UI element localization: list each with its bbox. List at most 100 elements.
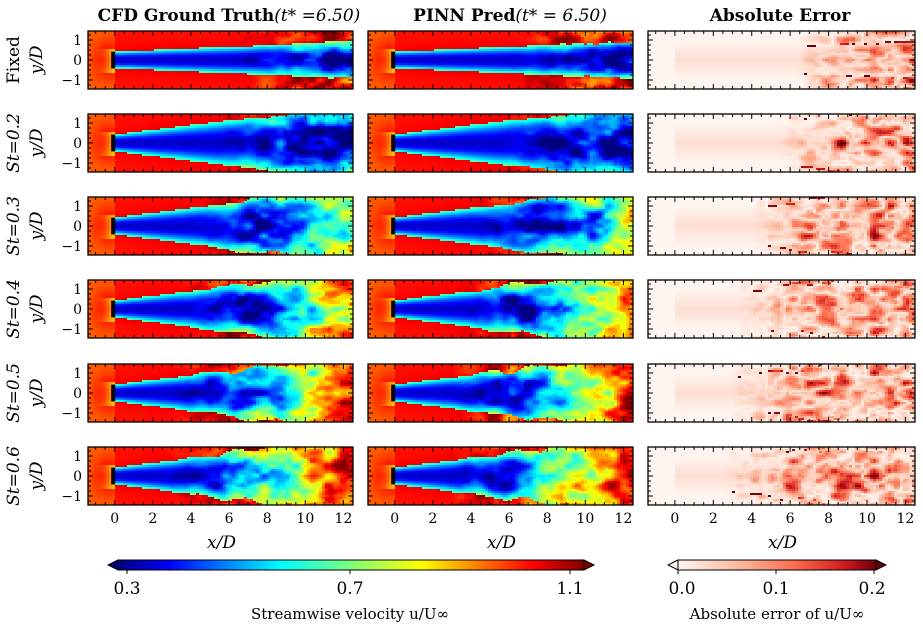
field-image	[88, 364, 353, 422]
flow-panel	[367, 113, 634, 173]
x-axis-label: x/D	[207, 533, 236, 553]
field-image	[88, 114, 353, 172]
x-tick-label: 2	[428, 511, 437, 527]
y-tick-label: 1	[73, 199, 82, 215]
y-axis-label: y/D	[27, 45, 47, 75]
field-image	[648, 447, 915, 505]
x-tick-label: 8	[543, 511, 552, 527]
y-tick-label: −1	[61, 73, 82, 89]
x-axes: 0 2 4 6 8 10 12 x/D 0 2 4 6 8 10 12 x/D 0 2 4 6 8 10 12 x/D	[110, 511, 914, 553]
flow-panel	[367, 196, 634, 256]
flow-panel	[367, 363, 634, 423]
field-image	[648, 197, 915, 255]
field-image	[368, 197, 633, 255]
row-label: St=0.4	[4, 279, 24, 339]
x-tick-label: 0	[390, 511, 399, 527]
flow-panel	[647, 113, 916, 173]
panel-grid: 1 0 −1 1 0 −1 1 0 −1 1 0 −1 1 0 −1 1 0 −1	[61, 30, 916, 506]
flow-panel	[367, 446, 634, 506]
flow-panel: 1 0 −1	[61, 363, 354, 423]
x-tick-label: 4	[466, 511, 475, 527]
x-tick-label: 6	[786, 511, 795, 527]
y-tick-label: −1	[61, 489, 82, 505]
body-plate	[391, 467, 396, 485]
x-tick-label: 12	[615, 511, 633, 527]
body-plate	[391, 384, 396, 402]
colorbar-min-extension	[106, 559, 119, 571]
flow-panel	[647, 30, 916, 90]
x-tick-label: 4	[186, 511, 195, 527]
error-tick-label: 0.0	[668, 579, 695, 599]
x-tick-label: 2	[148, 511, 157, 527]
y-tick-label: 0	[73, 302, 82, 318]
body-plate	[111, 134, 116, 152]
row-label: Fixed	[4, 36, 24, 84]
y-tick-label: 1	[73, 33, 82, 49]
y-axis-label: y/D	[27, 378, 47, 408]
field-image	[368, 447, 633, 505]
x-tick-label: 12	[335, 511, 353, 527]
row-labels: Fixed y/DSt=0.2 y/DSt=0.3 y/DSt=0.4 y/DSt=0.…	[4, 36, 47, 506]
y-tick-label: 0	[73, 219, 82, 235]
body-plate	[391, 51, 396, 69]
flow-panel: 1 0 −1	[61, 30, 354, 90]
body-plate	[111, 300, 116, 318]
y-axis-label: y/D	[27, 461, 47, 491]
colorbar-max-extension	[583, 559, 596, 571]
x-axis-label: x/D	[487, 533, 516, 553]
y-tick-label: −1	[61, 239, 82, 255]
y-tick-label: −1	[61, 322, 82, 338]
x-tick-label: 2	[709, 511, 718, 527]
error-colorbar-label: Absolute error of u/U∞	[689, 605, 865, 623]
x-tick-label: 4	[747, 511, 756, 527]
error-colorbar: 0.0 0.1 0.2 Absolute error of u/U∞	[666, 559, 888, 623]
flow-panel	[647, 279, 916, 339]
y-tick-label: 1	[73, 282, 82, 298]
flow-panel	[647, 363, 916, 423]
field-image	[88, 197, 353, 255]
x-axis-label: x/D	[768, 533, 797, 553]
body-plate	[111, 384, 116, 402]
y-axis-label: y/D	[27, 211, 47, 241]
flow-panel	[647, 196, 916, 256]
field-image	[88, 280, 353, 338]
column-title-cfd: CFD Ground Truth(t* =6.50)	[98, 6, 361, 26]
row-label: St=0.5	[4, 363, 24, 423]
body-plate	[391, 217, 396, 235]
x-tick-label: 10	[858, 511, 876, 527]
field-image	[88, 31, 353, 89]
x-tick-label: 0	[670, 511, 679, 527]
field-image	[368, 31, 633, 89]
flow-panel: 1 0 −1	[61, 279, 354, 339]
flow-panel: 1 0 −1	[61, 113, 354, 173]
body-plate	[111, 217, 116, 235]
velocity-tick-label: 0.7	[336, 579, 363, 599]
flow-panel: 1 0 −1	[61, 446, 354, 506]
row-label: St=0.2	[4, 113, 24, 173]
x-tick-label: 6	[505, 511, 514, 527]
velocity-colorbar-label: Streamwise velocity u/U∞	[251, 605, 449, 623]
y-tick-label: 0	[73, 136, 82, 152]
field-image	[88, 447, 353, 505]
y-tick-label: 1	[73, 116, 82, 132]
x-tick-label: 8	[824, 511, 833, 527]
error-tick-label: 0.2	[858, 579, 885, 599]
body-plate	[111, 51, 116, 69]
x-tick-label: 10	[576, 511, 594, 527]
x-tick-label: 10	[296, 511, 314, 527]
colorbar-max-extension	[875, 559, 888, 571]
field-image	[368, 364, 633, 422]
velocity-tick-label: 1.1	[556, 579, 583, 599]
y-tick-label: −1	[61, 156, 82, 172]
field-image	[368, 114, 633, 172]
y-tick-label: 0	[73, 386, 82, 402]
field-image	[648, 114, 915, 172]
velocity-tick-label: 0.3	[113, 579, 140, 599]
column-title-pinn: PINN Pred(t* = 6.50)	[413, 6, 607, 26]
x-tick-label: 12	[896, 511, 914, 527]
body-plate	[111, 467, 116, 485]
x-tick-label: 0	[110, 511, 119, 527]
flow-panel: 1 0 −1	[61, 196, 354, 256]
